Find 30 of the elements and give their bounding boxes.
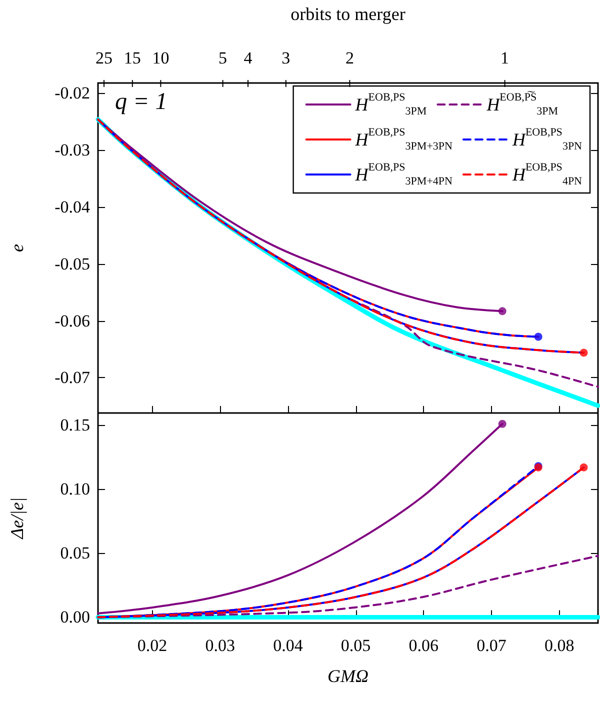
- text: 10: [152, 48, 170, 68]
- y-tick-label: 0.00: [60, 608, 90, 627]
- text: 3: [282, 48, 290, 68]
- x-tick-label: 0.05: [340, 636, 371, 655]
- y-axis-title: e: [7, 244, 27, 252]
- y-tick-label: 0.15: [60, 416, 90, 435]
- x2-axis-title: orbits to merger: [290, 4, 406, 24]
- y-tick-label: -0.04: [54, 198, 90, 217]
- y-tick-label: -0.07: [54, 368, 90, 388]
- y-tick-label: -0.02: [54, 84, 90, 103]
- text: 4: [244, 48, 253, 68]
- y-tick-label: -0.03: [54, 140, 90, 160]
- text: 15: [124, 48, 141, 68]
- text: 25: [96, 48, 112, 68]
- text: 5: [218, 48, 228, 68]
- x-tick-label: 0.08: [544, 636, 574, 655]
- y-tick-label: -0.05: [54, 254, 90, 274]
- x-tick-label: 0.06: [408, 636, 439, 655]
- text: 2: [345, 48, 354, 68]
- x-tick-label: 0.04: [273, 636, 304, 655]
- y-tick-label: -0.06: [54, 311, 90, 330]
- y-tick-label: 0.05: [60, 544, 90, 563]
- y-axis-title: Δe/|e|: [7, 497, 27, 540]
- x-tick-label: 0.03: [205, 636, 235, 655]
- text: 1: [500, 48, 510, 68]
- x-axis-title: GMΩ: [327, 666, 369, 686]
- annotation: q = 1: [115, 89, 168, 115]
- y-tick-label: 0.10: [60, 480, 90, 499]
- x-tick-label: 0.07: [476, 636, 507, 655]
- x-tick-label: 0.02: [137, 636, 168, 655]
